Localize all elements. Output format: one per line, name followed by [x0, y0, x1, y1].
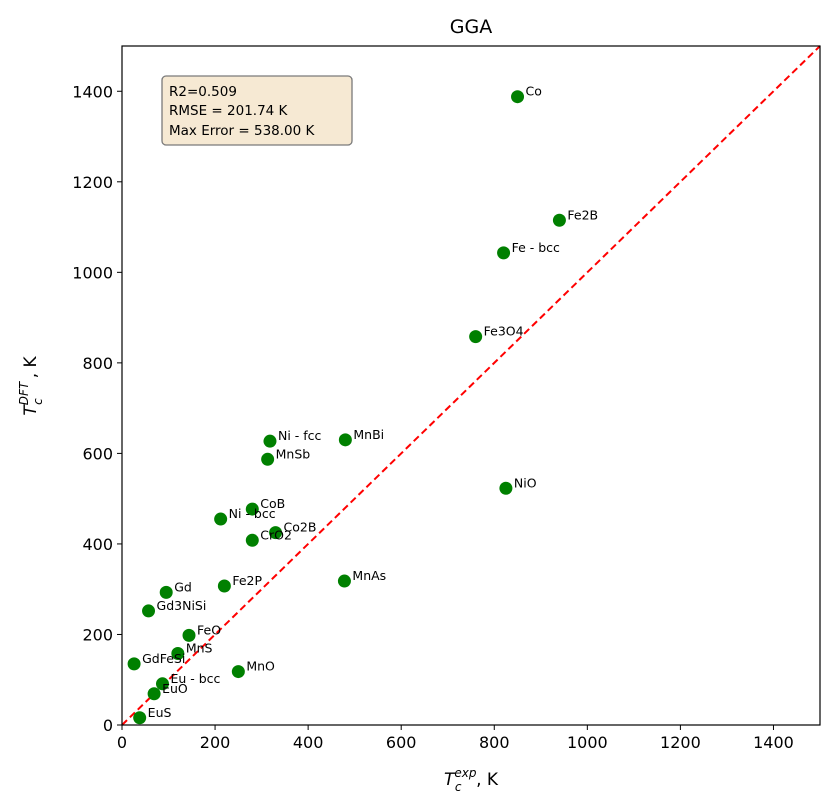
data-point — [231, 665, 245, 679]
point-label: CoB — [260, 496, 285, 511]
data-point — [261, 452, 275, 466]
data-point — [511, 90, 525, 104]
data-point — [171, 646, 185, 660]
plot-frame — [121, 45, 821, 726]
data-point — [142, 604, 156, 618]
point-label: Fe2B — [567, 207, 598, 222]
chart-title: GGA — [450, 16, 492, 38]
x-tick-label: 1000 — [567, 733, 608, 752]
y-axis-label: TDFTc , K — [17, 355, 45, 415]
point-label: Co — [526, 84, 542, 99]
points-layer — [127, 90, 566, 725]
data-point — [337, 574, 351, 588]
data-point — [155, 677, 169, 691]
point-label: MnO — [246, 659, 275, 674]
point-label: Co2B — [284, 520, 317, 535]
x-axis-ticks: 0 200 400 600 800 1000 1200 1400 — [117, 725, 794, 752]
y-tick-label: 0 — [103, 716, 113, 735]
x-tick-label: 600 — [386, 733, 417, 752]
data-point — [147, 687, 161, 701]
stats-box: R2=0.509 RMSE = 201.74 K Max Error = 538… — [161, 75, 353, 146]
point-label: FeO — [197, 622, 221, 637]
point-label: Gd3NiSi — [157, 598, 207, 613]
data-point — [469, 330, 483, 344]
point-label: CrO2 — [260, 527, 292, 542]
data-point — [499, 481, 513, 495]
x-tick-label: 0 — [117, 733, 127, 752]
y-tick-label: 200 — [82, 625, 113, 644]
point-label: GdFeSi — [142, 651, 185, 666]
stats-rmse: RMSE = 201.74 K — [169, 103, 289, 119]
data-point — [133, 711, 147, 725]
data-point — [245, 502, 259, 516]
y-tick-label: 1000 — [72, 263, 113, 282]
x-axis-label: Texp c, K — [444, 766, 499, 794]
y-tick-label: 600 — [82, 444, 113, 463]
stats-box-background — [161, 75, 353, 146]
x-tick-label: 200 — [200, 733, 231, 752]
point-label: Fe - bcc — [512, 240, 560, 255]
y-tick-label: 400 — [82, 535, 113, 554]
point-label: MnSb — [276, 446, 311, 461]
point-label: MnBi — [353, 427, 384, 442]
point-label: EuS — [148, 705, 172, 720]
data-point — [497, 246, 511, 260]
point-label: Fe3O4 — [484, 324, 524, 339]
y-tick-label: 1400 — [72, 82, 113, 101]
diagonal-layer — [121, 45, 821, 726]
data-point — [338, 433, 352, 447]
stats-max-error: Max Error = 538.00 K — [169, 123, 316, 139]
data-point — [159, 585, 173, 599]
point-label: Eu - bcc — [170, 671, 220, 686]
data-point — [263, 434, 277, 448]
data-point — [214, 512, 228, 526]
data-point — [269, 526, 283, 540]
diagonal-line — [121, 45, 821, 726]
point-labels-layer: Co Fe2B Fe - bcc Fe3O4 Ni - fcc MnBi MnSb NiO Co… — [142, 84, 598, 720]
point-label: Ni - bcc — [229, 506, 276, 521]
data-point — [552, 213, 566, 227]
data-point — [217, 579, 231, 593]
point-label: Fe2P — [232, 573, 262, 588]
point-label: NiO — [514, 475, 537, 490]
point-label: MnAs — [352, 568, 386, 583]
x-tick-label: 1200 — [660, 733, 701, 752]
x-tick-label: 800 — [479, 733, 510, 752]
y-axis-ticks: 0 200 400 600 800 1000 1200 1400 — [72, 82, 122, 735]
point-label: Ni - fcc — [278, 428, 322, 443]
point-label: EuO — [162, 681, 188, 696]
y-tick-label: 800 — [82, 354, 113, 373]
point-label: MnS — [186, 640, 213, 655]
x-tick-label: 1400 — [753, 733, 794, 752]
point-label: Gd — [174, 579, 192, 594]
data-point — [182, 628, 196, 642]
x-tick-label: 400 — [293, 733, 324, 752]
data-point — [245, 533, 259, 547]
stats-r2: R2=0.509 — [169, 84, 237, 100]
y-tick-label: 1200 — [72, 173, 113, 192]
data-point — [127, 657, 141, 671]
